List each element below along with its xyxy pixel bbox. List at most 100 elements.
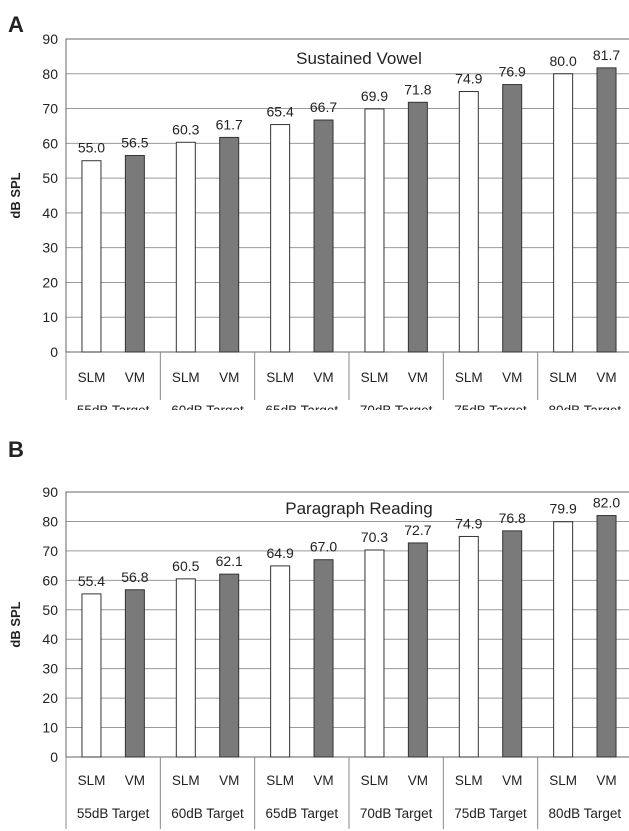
bar-vm — [124, 155, 145, 353]
y-tick-label: 90 — [42, 31, 58, 47]
bar-category-label: SLM — [266, 370, 294, 385]
y-tick-label: 20 — [42, 690, 58, 706]
group-label: 55dB Target — [77, 806, 150, 821]
bar-category-label: VM — [125, 370, 145, 385]
data-label: 66.7 — [310, 99, 337, 115]
bar-vm — [596, 515, 617, 758]
group-label: 70dB Target — [360, 806, 433, 821]
bar-vm — [502, 530, 523, 758]
bar-slm — [458, 535, 479, 758]
bar-category-label: SLM — [455, 370, 483, 385]
bar-category-label: VM — [408, 370, 428, 385]
y-tick-label: 60 — [42, 135, 58, 151]
bar-vm — [502, 84, 523, 353]
chart-paragraph-reading: 0 10 20 30 40 50 60 70 80 90 dB SPL Paragraph Readi… — [8, 484, 629, 829]
y-tick-label: 50 — [42, 170, 58, 186]
y-tick-label: 10 — [42, 309, 58, 325]
bar-slm — [553, 73, 574, 353]
data-label: 74.9 — [455, 71, 482, 87]
bar-category-label: SLM — [172, 773, 200, 788]
bar-slm — [81, 160, 102, 353]
group-label: 80dB Target — [549, 403, 622, 410]
y-tick-label: 20 — [42, 274, 58, 290]
data-label: 55.4 — [78, 573, 105, 589]
bar-slm — [81, 593, 102, 758]
bar-slm — [364, 108, 385, 353]
data-label: 67.0 — [310, 539, 337, 555]
bar-category-label: SLM — [361, 370, 389, 385]
bar-category-label: VM — [502, 773, 522, 788]
chart-title: Paragraph Reading — [285, 499, 432, 518]
y-axis-label: dB SPL — [8, 172, 23, 218]
bar-slm — [270, 124, 291, 353]
data-label: 72.7 — [404, 522, 431, 538]
data-label: 56.5 — [121, 135, 148, 151]
bar-category-label: SLM — [549, 370, 577, 385]
chart-title: Sustained Vowel — [296, 49, 422, 68]
y-tick-label: 0 — [50, 344, 58, 360]
bar-vm — [407, 101, 428, 353]
plot-frame — [65, 38, 629, 353]
bar-vm — [596, 67, 617, 353]
bar-category-label: VM — [596, 773, 616, 788]
panel-label-b: B — [8, 437, 24, 462]
bar-slm — [553, 521, 574, 758]
y-tick-label: 90 — [42, 484, 58, 500]
bar-vm — [219, 573, 240, 758]
bar-category-label: VM — [313, 370, 333, 385]
data-label: 61.7 — [216, 116, 243, 132]
group-label: 65dB Target — [266, 806, 339, 821]
group-label: 60dB Target — [171, 806, 244, 821]
bar-slm — [458, 91, 479, 353]
bar-category-label: VM — [408, 773, 428, 788]
bar-category-label: SLM — [78, 370, 106, 385]
plot-frame — [65, 491, 629, 758]
data-label: 76.8 — [499, 510, 526, 526]
y-tick-label: 70 — [42, 543, 58, 559]
bar-category-label: VM — [219, 773, 239, 788]
bar-category-label: SLM — [78, 773, 106, 788]
bar-vm — [124, 589, 145, 758]
group-label: 75dB Target — [454, 403, 527, 410]
bar-slm — [364, 549, 385, 758]
group-label: 55dB Target — [77, 403, 150, 410]
data-label: 60.5 — [172, 558, 199, 574]
bar-category-label: VM — [219, 370, 239, 385]
bar-slm — [270, 565, 291, 758]
data-label: 71.8 — [404, 81, 431, 97]
bar-category-label: VM — [313, 773, 333, 788]
data-label: 81.7 — [593, 47, 620, 63]
bar-category-label: SLM — [172, 370, 200, 385]
data-label: 80.0 — [550, 53, 577, 69]
bar-slm — [175, 141, 196, 353]
bar-category-label: SLM — [361, 773, 389, 788]
data-label: 64.9 — [267, 545, 294, 561]
data-label: 70.3 — [361, 529, 388, 545]
data-label: 56.8 — [121, 569, 148, 585]
bar-category-label: SLM — [266, 773, 294, 788]
y-tick-label: 40 — [42, 631, 58, 647]
data-label: 60.3 — [172, 121, 199, 137]
bar-category-label: VM — [502, 370, 522, 385]
bar-category-label: SLM — [549, 773, 577, 788]
data-label: 65.4 — [267, 104, 294, 120]
group-label: 75dB Target — [454, 806, 527, 821]
group-label: 80dB Target — [549, 806, 622, 821]
data-label: 82.0 — [593, 495, 620, 511]
panel-label-a: A — [8, 12, 24, 37]
bar-vm — [407, 542, 428, 758]
y-axis-label: dB SPL — [8, 601, 23, 647]
data-label: 55.0 — [78, 140, 105, 156]
y-tick-label: 80 — [42, 66, 58, 82]
y-tick-label: 10 — [42, 720, 58, 736]
group-label: 60dB Target — [171, 403, 244, 410]
y-tick-label: 70 — [42, 101, 58, 117]
bar-vm — [313, 559, 334, 758]
bar-category-label: VM — [596, 370, 616, 385]
y-tick-label: 30 — [42, 661, 58, 677]
data-label: 74.9 — [455, 515, 482, 531]
y-tick-label: 0 — [50, 749, 58, 765]
bar-category-label: SLM — [455, 773, 483, 788]
y-tick-label: 80 — [42, 513, 58, 529]
y-tick-label: 40 — [42, 205, 58, 221]
